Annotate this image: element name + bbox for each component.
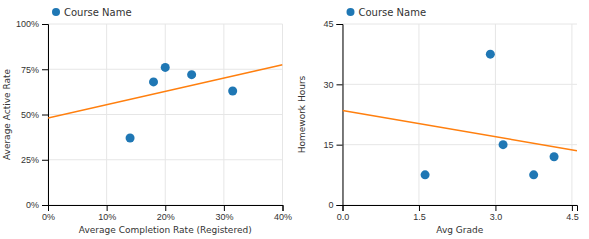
legend-symbol xyxy=(347,8,355,16)
grid xyxy=(48,24,283,205)
axis-line xyxy=(49,206,284,212)
tick-label: 0% xyxy=(42,212,55,222)
tick: 0% xyxy=(26,200,48,210)
y-axis-title: Average Active Rate xyxy=(2,68,12,160)
tick: 4.5 xyxy=(566,205,579,222)
legend-symbol xyxy=(52,8,60,16)
tick-label: 15 xyxy=(323,140,333,150)
scatter-point xyxy=(187,70,196,79)
legend: Course Name xyxy=(52,7,132,18)
tick-mark xyxy=(283,205,284,211)
tick-label: 40% xyxy=(274,212,292,222)
scatter-point xyxy=(126,134,135,143)
legend: Course Name xyxy=(347,7,427,18)
tick: 25% xyxy=(21,155,48,165)
grid-line xyxy=(495,24,496,205)
tick-mark xyxy=(337,84,343,85)
tick-mark xyxy=(107,205,108,211)
tick-label: 10% xyxy=(98,212,116,222)
legend-label: Course Name xyxy=(64,7,132,18)
trend-line xyxy=(48,65,283,118)
scatter-point xyxy=(161,63,170,72)
tick-mark xyxy=(337,24,343,25)
tick: 45 xyxy=(323,19,342,29)
tick-mark xyxy=(165,205,166,211)
scatter-point xyxy=(550,152,559,161)
tick: 1.5 xyxy=(413,205,426,222)
grid-line xyxy=(48,114,283,115)
chart-canvas: 0% 10% 20% 30% 40% 0% 25% 50% 75% 100% Average Com… xyxy=(0,0,589,239)
plot-area xyxy=(48,63,283,143)
trend-line xyxy=(343,110,578,150)
tick-label: 0.0 xyxy=(337,212,350,222)
tick-mark xyxy=(419,205,420,211)
tick-label: 45 xyxy=(323,19,333,29)
grid xyxy=(343,24,578,205)
panel: 0% 10% 20% 30% 40% 0% 25% 50% 75% 100% Average Com… xyxy=(2,7,292,236)
legend-label: Course Name xyxy=(359,7,427,18)
tick-label: 30% xyxy=(215,212,233,222)
x-axis-title: Average Completion Rate (Registered) xyxy=(79,225,252,235)
scatter-point xyxy=(529,170,538,179)
tick-mark xyxy=(337,145,343,146)
tick: 10% xyxy=(98,205,116,222)
grid-line xyxy=(343,84,578,85)
tick: 30 xyxy=(323,80,342,90)
x-axis-title: Avg Grade xyxy=(436,225,483,235)
tick: 0 xyxy=(328,200,342,210)
tick: 3.0 xyxy=(490,205,503,222)
scatter-point xyxy=(149,77,158,86)
tick: 0% xyxy=(42,205,55,222)
tick-label: 25% xyxy=(21,155,39,165)
tick-label: 0% xyxy=(26,200,39,210)
tick-mark xyxy=(42,160,48,161)
grid-line xyxy=(48,159,283,160)
grid-line xyxy=(571,24,572,205)
tick-mark xyxy=(495,205,496,211)
tick-label: 75% xyxy=(21,65,39,75)
tick: 75% xyxy=(21,65,48,75)
legend-item: Course Name xyxy=(347,7,427,18)
grid-line xyxy=(343,24,578,25)
y-axis: 0 15 30 45 xyxy=(323,19,343,210)
tick-mark xyxy=(337,205,343,206)
x-axis: 0% 10% 20% 30% 40% xyxy=(42,205,292,222)
tick: 30% xyxy=(215,205,233,222)
tick-label: 1.5 xyxy=(413,212,426,222)
tick-label: 0 xyxy=(328,200,333,210)
scatter-point xyxy=(228,86,237,95)
axis-line xyxy=(42,25,49,206)
grid-line xyxy=(48,24,283,25)
scatter-point xyxy=(486,50,495,59)
axis-line xyxy=(343,206,578,212)
plot-area xyxy=(343,50,578,180)
scatter-point xyxy=(421,170,430,179)
tick-label: 50% xyxy=(21,110,39,120)
tick: 20% xyxy=(157,205,175,222)
tick-mark xyxy=(572,205,573,211)
tick: 15 xyxy=(323,140,342,150)
tick: 40% xyxy=(274,205,292,222)
panel: 0.0 1.5 3.0 4.5 0 15 30 45 Avg Grade Homework Hou… xyxy=(297,7,579,236)
x-axis: 0.0 1.5 3.0 4.5 xyxy=(337,205,579,222)
tick: 0.0 xyxy=(337,205,350,222)
tick-label: 30 xyxy=(323,80,333,90)
y-axis-title: Homework Hours xyxy=(297,75,307,153)
tick-label: 100% xyxy=(16,19,39,29)
tick-mark xyxy=(42,205,48,206)
tick-mark xyxy=(42,69,48,70)
tick-mark xyxy=(42,115,48,116)
tick-label: 20% xyxy=(157,212,175,222)
tick-mark xyxy=(224,205,225,211)
tick-label: 3.0 xyxy=(490,212,503,222)
legend-item: Course Name xyxy=(52,7,132,18)
scatter-point xyxy=(499,140,508,149)
tick-label: 4.5 xyxy=(566,212,579,222)
tick-mark xyxy=(42,24,48,25)
axis-line xyxy=(337,25,344,206)
tick: 50% xyxy=(21,110,48,120)
tick: 100% xyxy=(16,19,48,29)
grid-line xyxy=(418,24,419,205)
y-axis: 0% 25% 50% 75% 100% xyxy=(16,19,49,210)
